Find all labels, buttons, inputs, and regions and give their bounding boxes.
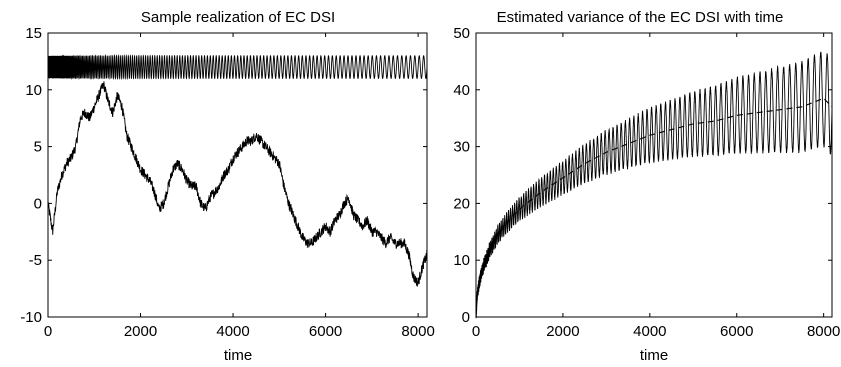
right-x-tick-label: 8000 bbox=[807, 323, 840, 340]
right-panel: Estimated variance of the EC DSI with ti… bbox=[453, 9, 840, 364]
left-x-tick-label: 2000 bbox=[124, 323, 157, 340]
right-y-tick-label: 50 bbox=[453, 25, 470, 42]
series-estimated-variance-line bbox=[475, 51, 833, 319]
right-chart-title: Estimated variance of the EC DSI with ti… bbox=[497, 9, 784, 26]
left-panel: Sample realization of EC DSI 0 2000 4000 60… bbox=[20, 9, 434, 364]
left-x-tick-label: 4000 bbox=[216, 323, 249, 340]
left-axes-box bbox=[47, 32, 428, 318]
right-y-tick-label: 0 bbox=[462, 309, 470, 326]
right-y-tick-label: 20 bbox=[453, 195, 470, 212]
left-y-tick-label: 5 bbox=[34, 139, 42, 156]
series-chirp-line bbox=[47, 53, 428, 81]
left-x-tick-label: 8000 bbox=[401, 323, 434, 340]
right-plot-area bbox=[475, 51, 833, 319]
right-y-tick-label: 40 bbox=[453, 82, 470, 99]
series-random-walk-line bbox=[47, 81, 428, 287]
left-x-tick-label: 6000 bbox=[309, 323, 342, 340]
right-y-tick-label: 10 bbox=[453, 252, 470, 269]
left-x-ticks: 0 2000 4000 6000 8000 bbox=[44, 33, 435, 340]
left-y-tick-label: 10 bbox=[25, 82, 42, 99]
right-x-tick-label: 0 bbox=[472, 323, 480, 340]
left-x-axis-label: time bbox=[224, 347, 252, 364]
right-x-tick-label: 6000 bbox=[720, 323, 753, 340]
left-y-ticks: -10 -5 0 5 10 15 bbox=[20, 25, 427, 326]
series-expected-variance-dashed-line bbox=[475, 97, 833, 318]
right-x-tick-label: 2000 bbox=[546, 323, 579, 340]
left-chart-title: Sample realization of EC DSI bbox=[141, 9, 335, 26]
left-x-tick-label: 0 bbox=[44, 323, 52, 340]
left-y-tick-label: -5 bbox=[29, 252, 42, 269]
left-y-tick-label: 15 bbox=[25, 25, 42, 42]
right-y-ticks: 0 10 20 30 40 50 bbox=[453, 25, 832, 326]
right-y-tick-label: 30 bbox=[453, 139, 470, 156]
right-x-axis-label: time bbox=[640, 347, 668, 364]
left-y-tick-label: -10 bbox=[20, 309, 42, 326]
left-y-tick-label: 0 bbox=[34, 195, 42, 212]
right-x-ticks: 0 2000 4000 6000 8000 bbox=[472, 33, 840, 340]
left-plot-area bbox=[47, 53, 428, 287]
right-axes-box bbox=[475, 32, 833, 318]
right-x-tick-label: 4000 bbox=[633, 323, 666, 340]
